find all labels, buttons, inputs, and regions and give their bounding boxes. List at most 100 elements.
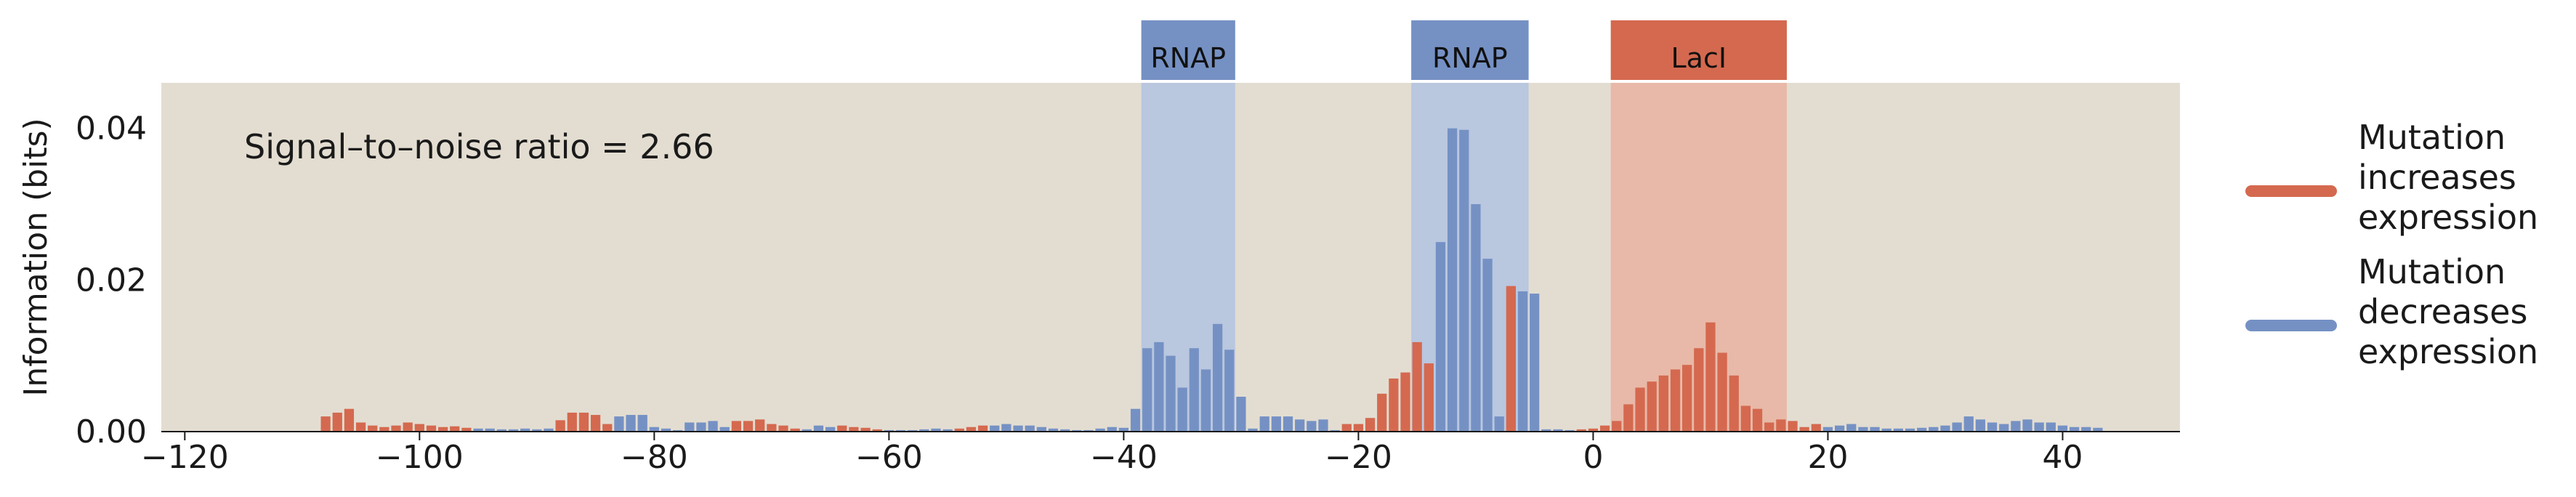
bar-position-39 — [2046, 422, 2056, 432]
x-tick-label: 0 — [1583, 439, 1603, 476]
bar-position--92 — [508, 429, 519, 432]
bar-position--2 — [1564, 429, 1575, 432]
bar-position-34 — [1987, 422, 1998, 432]
bar-position--108 — [320, 416, 331, 432]
bar-position--64 — [837, 425, 847, 432]
bar-position--31 — [1224, 349, 1235, 432]
bar-position--62 — [860, 427, 871, 432]
legend: MutationincreasesexpressionMutationdecre… — [2245, 118, 2538, 371]
bar-position--29 — [1248, 428, 1258, 432]
x-tick-label: −80 — [621, 439, 688, 476]
x-tick-label: −120 — [141, 439, 229, 476]
bar-position-10 — [1705, 322, 1716, 432]
bar-position--66 — [813, 425, 824, 432]
bar-position--24 — [1307, 421, 1317, 432]
bar-position--70 — [767, 424, 777, 432]
y-axis-label: Information (bits) — [17, 118, 54, 396]
bar-position--100 — [414, 424, 424, 432]
bar-position--5 — [1530, 294, 1540, 432]
bar-position--41 — [1107, 427, 1117, 432]
bar-position--11 — [1459, 129, 1469, 432]
bar-position--26 — [1283, 416, 1293, 432]
bar-position--36 — [1166, 355, 1176, 432]
binding-site-label-rnap: RNAP — [1150, 42, 1226, 74]
bar-position-17 — [1788, 421, 1798, 432]
bar-position--50 — [1001, 424, 1012, 432]
bar-position--99 — [426, 425, 437, 432]
bar-position--34 — [1189, 348, 1199, 432]
bar-position--102 — [391, 425, 401, 432]
bar-position--79 — [661, 428, 671, 432]
bar-position--17 — [1389, 378, 1399, 432]
bar-position--10 — [1471, 203, 1481, 432]
bar-position--89 — [544, 428, 554, 432]
bar-position--91 — [520, 428, 530, 432]
bar-position--32 — [1212, 323, 1223, 432]
bar-position--90 — [532, 429, 542, 432]
binding-site-box-rnap — [1141, 20, 1235, 80]
bar-position--101 — [403, 422, 413, 432]
legend-label-line: expression — [2358, 332, 2538, 371]
bar-position--23 — [1318, 419, 1328, 432]
binding-site-box-laci — [1610, 20, 1787, 80]
bar-position-31 — [1952, 422, 1962, 432]
bar-position-1 — [1599, 425, 1610, 432]
bar-position--43 — [1083, 429, 1094, 432]
bar-position--75 — [708, 421, 718, 432]
bar-position-8 — [1682, 365, 1692, 432]
bar-position-12 — [1729, 375, 1739, 432]
bar-position-33 — [1975, 419, 1986, 432]
legend-label-line: expression — [2358, 198, 2538, 237]
bar-position-26 — [1893, 428, 1903, 432]
legend-label-line: Mutation — [2358, 252, 2506, 291]
bar-position--40 — [1118, 427, 1129, 432]
bar-position--103 — [379, 427, 389, 432]
bar-position--37 — [1154, 342, 1164, 432]
bar-position--85 — [590, 415, 601, 432]
bar-position-42 — [2081, 427, 2091, 432]
bar-position--57 — [919, 429, 929, 432]
x-tick-label: 20 — [1807, 439, 1848, 476]
legend-label-line: increases — [2358, 158, 2516, 197]
binding-site-label-rnap: RNAP — [1432, 42, 1508, 74]
bar-position--83 — [614, 416, 624, 432]
binding-site-labels: RNAP RNAP LacI — [1141, 20, 1787, 80]
y-tick-label: 0.04 — [76, 110, 147, 148]
x-tick-label: 40 — [2042, 439, 2083, 476]
binding-site-box-rnap — [1411, 20, 1529, 80]
bar-position-25 — [1881, 428, 1891, 432]
bar-position-4 — [1635, 387, 1645, 432]
signal-to-noise-annotation: Signal–to–noise ratio = 2.66 — [244, 127, 714, 166]
bar-position-41 — [2070, 427, 2080, 432]
bar-position--76 — [696, 422, 706, 432]
bar-position--22 — [1330, 429, 1340, 432]
bar-position--74 — [719, 427, 730, 432]
bar-position-7 — [1670, 369, 1681, 432]
bar-position-11 — [1717, 352, 1727, 432]
bar-position--46 — [1048, 428, 1059, 432]
bar-position-13 — [1740, 405, 1751, 432]
bar-position--80 — [649, 427, 659, 432]
bar-position-23 — [1858, 427, 1868, 432]
bar-position--52 — [977, 425, 988, 432]
bar-position--96 — [461, 427, 472, 432]
bar-position--97 — [450, 426, 460, 432]
bar-position--15 — [1412, 342, 1422, 432]
bar-position--78 — [673, 429, 683, 432]
bar-position--59 — [895, 429, 906, 432]
bar-position-29 — [1929, 427, 1939, 432]
bar-position-35 — [1999, 424, 2009, 432]
bar-position--88 — [555, 420, 565, 432]
bar-position--93 — [496, 429, 507, 432]
bar-position--94 — [485, 428, 495, 432]
bar-position-43 — [2093, 427, 2103, 432]
legend-label-line: decreases — [2358, 292, 2527, 331]
legend-label-line: Mutation — [2358, 118, 2506, 157]
bar-position--87 — [567, 412, 577, 432]
bar-position--35 — [1177, 387, 1187, 432]
bar-position--18 — [1377, 393, 1387, 432]
bar-position--67 — [802, 429, 812, 432]
bar-position-9 — [1694, 348, 1704, 432]
bar-position--38 — [1142, 348, 1152, 432]
